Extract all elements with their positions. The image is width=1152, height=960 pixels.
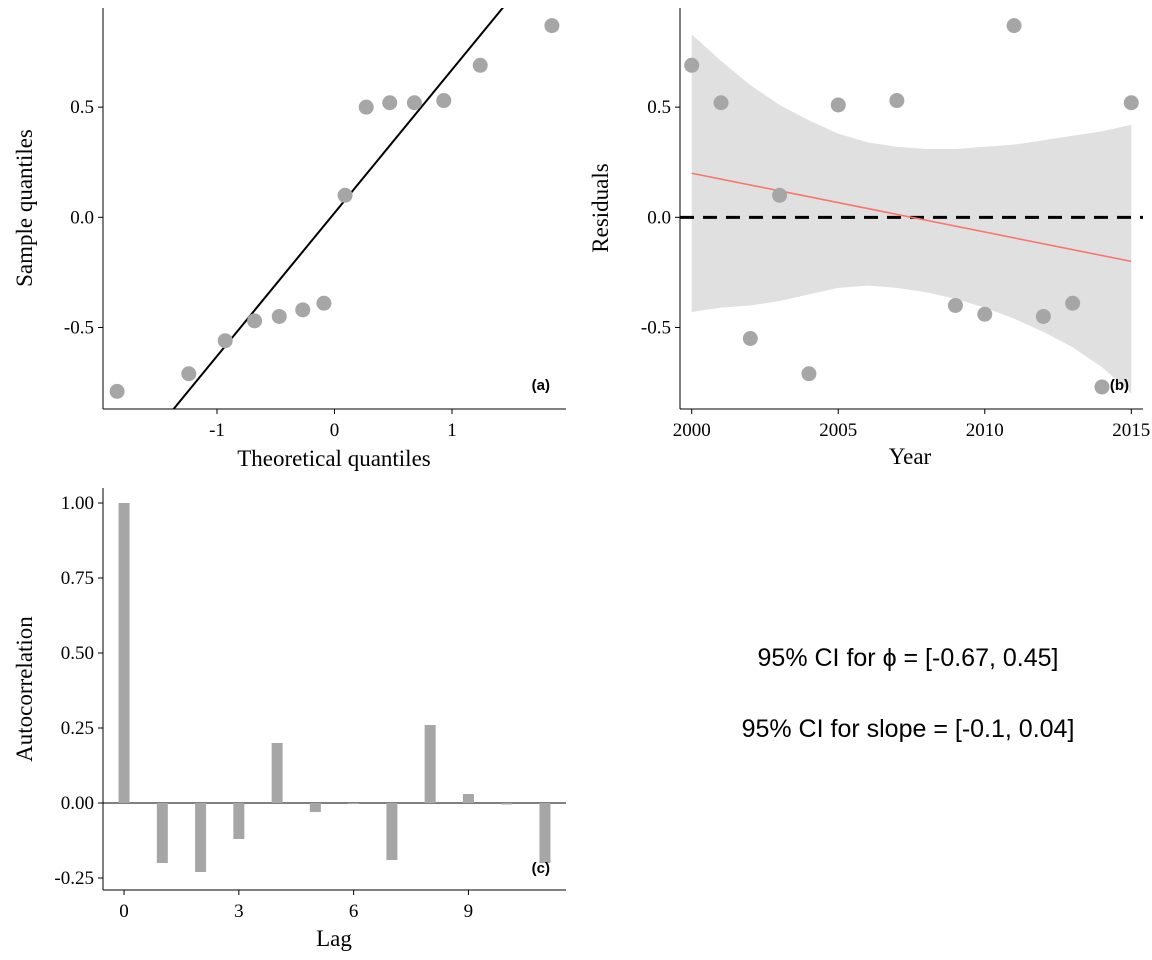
- x-tick-label: 1: [447, 420, 457, 441]
- y-tick-label: 0.0: [647, 207, 671, 228]
- acf-bar-lag-4: [271, 743, 283, 803]
- data-point: [1094, 379, 1110, 395]
- x-tick-label: 6: [349, 901, 359, 922]
- data-point: [684, 57, 700, 73]
- acf-bar-lag-7: [386, 803, 398, 860]
- y-tick-label: 0.75: [61, 568, 94, 589]
- panel-tag: (b): [1110, 377, 1129, 394]
- x-tick-label: 2000: [673, 420, 711, 441]
- data-point: [1035, 308, 1051, 324]
- acf-bar-lag-2: [195, 803, 207, 872]
- panel-b-residuals-vs-year: 2000 2005 2010 2015 -0.5 0.0 0.5 Year Residuals (…: [588, 8, 1150, 469]
- data-point: [1006, 18, 1022, 34]
- data-point: [271, 308, 287, 324]
- data-point: [472, 57, 488, 73]
- data-point: [889, 93, 905, 109]
- acf-bar-lag-5: [309, 803, 321, 812]
- data-point: [977, 306, 993, 322]
- y-tick-label: -0.25: [54, 868, 94, 889]
- confidence-band: [691, 34, 1132, 394]
- y-tick-label: -0.5: [641, 317, 671, 338]
- acf-bar-lag-9: [462, 794, 474, 803]
- data-point: [316, 295, 332, 311]
- x-tick-label: 9: [464, 901, 474, 922]
- qq-reference-line: [172, 8, 504, 409]
- y-tick-label: 0.5: [70, 97, 94, 118]
- data-point: [1065, 295, 1081, 311]
- trend-line: [691, 172, 1132, 263]
- data-point: [830, 97, 846, 113]
- y-axis-title: Residuals: [588, 163, 613, 252]
- y-axis-title: Autocorrelation: [12, 616, 37, 762]
- x-tick-label: -1: [209, 420, 225, 441]
- data-point: [406, 95, 422, 111]
- ci-slope-text: 95% CI for slope = [-0.1, 0.04]: [742, 715, 1075, 743]
- data-point: [544, 18, 560, 34]
- acf-bar-lag-10: [501, 803, 513, 805]
- y-tick-label: 0.25: [61, 718, 94, 739]
- x-tick-label: 0: [330, 420, 340, 441]
- x-tick-label: 0: [119, 901, 129, 922]
- panel-c-autocorrelation: 0 3 6 9 -0.25 0.00 0.25 0.50 0.75 1.00 Lag Autocorr…: [12, 488, 566, 951]
- panel-tag: (a): [532, 377, 550, 394]
- y-tick-label: 0.5: [647, 97, 671, 118]
- x-axis-title: Lag: [316, 926, 352, 951]
- data-point: [217, 333, 233, 349]
- data-point: [713, 95, 729, 111]
- data-point: [295, 302, 311, 318]
- data-point: [337, 187, 353, 203]
- data-point: [947, 297, 963, 313]
- x-axis-title: Theoretical quantiles: [237, 446, 431, 471]
- plot-area: [103, 503, 566, 872]
- acf-bar-lag-11: [539, 803, 551, 863]
- data-point: [772, 187, 788, 203]
- acf-bar-lag-0: [118, 503, 130, 803]
- y-tick-label: -0.5: [64, 317, 94, 338]
- data-point: [247, 313, 263, 329]
- ci-phi-text: 95% CI for ϕ = [-0.67, 0.45]: [758, 644, 1059, 672]
- acf-bar-lag-1: [156, 803, 168, 863]
- data-point: [436, 93, 452, 109]
- acf-bar-lag-8: [424, 725, 436, 803]
- data-point: [801, 366, 817, 382]
- panel-tag: (c): [532, 860, 550, 877]
- y-tick-label: 0.0: [70, 207, 94, 228]
- data-point: [358, 99, 374, 115]
- y-tick-label: 0.00: [61, 793, 94, 814]
- y-axis-title: Sample quantiles: [12, 129, 37, 287]
- x-tick-label: 2010: [966, 420, 1004, 441]
- x-axis-title: Year: [889, 444, 932, 469]
- y-tick-label: 0.50: [61, 643, 94, 664]
- x-tick-label: 2005: [819, 420, 857, 441]
- data-point: [382, 95, 398, 111]
- data-point: [1123, 95, 1139, 111]
- data-point: [109, 383, 125, 399]
- y-tick-label: 1.00: [61, 493, 94, 514]
- acf-bar-lag-6: [348, 803, 360, 804]
- data-point: [181, 366, 197, 382]
- plot-area: [172, 8, 504, 409]
- acf-bar-lag-3: [233, 803, 245, 839]
- data-point: [742, 330, 758, 346]
- x-tick-label: 2015: [1112, 420, 1150, 441]
- x-tick-label: 3: [234, 901, 244, 922]
- panel-a-qq-plot: -1 0 1 -0.5 0.0 0.5 Theoretical quantiles Sampl…: [12, 8, 566, 471]
- plot-area: [680, 34, 1143, 394]
